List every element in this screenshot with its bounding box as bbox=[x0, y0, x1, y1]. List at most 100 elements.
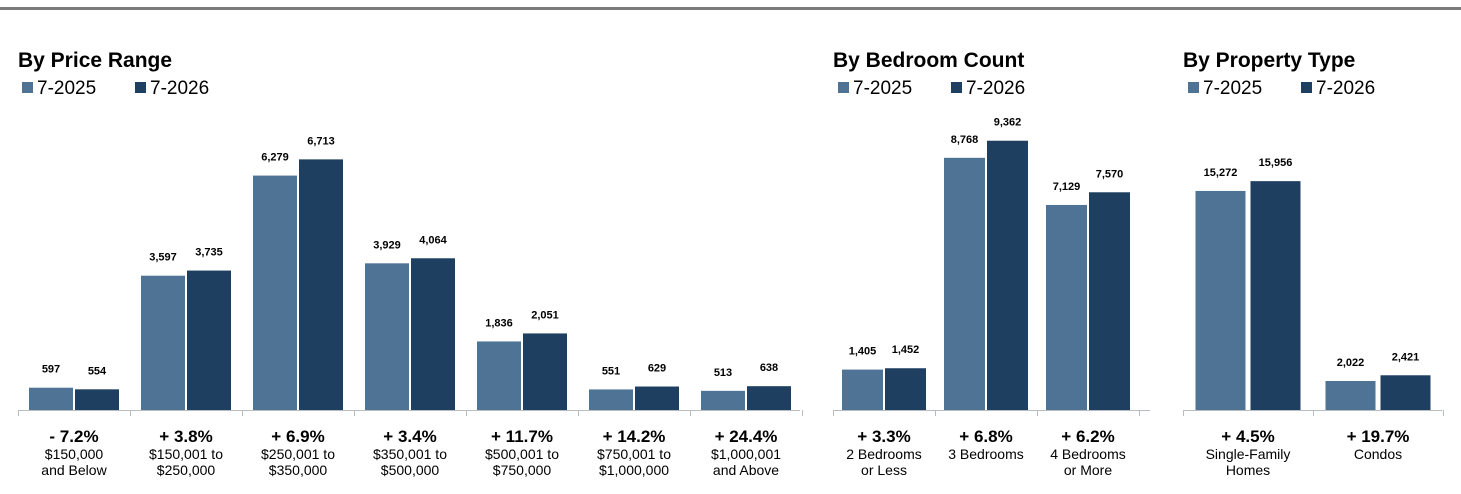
bar-7-2025-5 bbox=[477, 341, 521, 410]
chart-panel-2: By Bedroom Count 7-2025 7-2026 1,405 1,452 + … bbox=[833, 49, 1150, 478]
legend-label-7-2025: 7-2025 bbox=[1203, 78, 1262, 99]
category-label-line1: 4 Bedrooms bbox=[1050, 446, 1125, 462]
legend-label-7-2025: 7-2025 bbox=[853, 78, 912, 99]
bar-7-2025-2 bbox=[944, 157, 985, 410]
legend-swatch-7-2026 bbox=[1301, 82, 1312, 93]
bar-7-2026-3 bbox=[299, 159, 343, 410]
bar-7-2026-1 bbox=[1250, 181, 1301, 410]
data-label-7-2025-1: 1,405 bbox=[849, 346, 877, 358]
data-label-7-2026-1: 1,452 bbox=[892, 344, 920, 356]
bar-7-2025-1 bbox=[29, 387, 73, 410]
data-label-7-2026-2: 3,735 bbox=[195, 247, 223, 259]
percent-change-label: + 14.2% bbox=[603, 427, 666, 446]
data-label-7-2026-6: 629 bbox=[648, 363, 666, 375]
data-label-7-2025-6: 551 bbox=[602, 365, 620, 377]
data-label-7-2025-3: 6,279 bbox=[261, 152, 289, 164]
bar-7-2025-2 bbox=[141, 275, 185, 410]
chart-title: By Bedroom Count bbox=[833, 49, 1024, 72]
percent-change-label: - 7.2% bbox=[49, 427, 98, 446]
percent-change-label: + 3.4% bbox=[383, 427, 436, 446]
percent-change-label: + 6.2% bbox=[1061, 427, 1114, 446]
bar-7-2026-2 bbox=[187, 270, 231, 410]
legend-label-7-2026: 7-2026 bbox=[966, 78, 1025, 99]
bar-7-2026-7 bbox=[747, 386, 791, 410]
data-label-7-2025-2: 2,022 bbox=[1337, 357, 1365, 369]
category-label-line2: $1,000,000 bbox=[599, 462, 669, 478]
data-label-7-2026-1: 15,956 bbox=[1259, 157, 1293, 169]
category-label-line1: $150,001 to bbox=[149, 446, 223, 462]
percent-change-label: + 3.3% bbox=[857, 427, 910, 446]
category-label-line1: $750,001 to bbox=[597, 446, 671, 462]
data-label-7-2026-1: 554 bbox=[88, 365, 107, 377]
bar-7-2026-2 bbox=[987, 140, 1028, 410]
data-label-7-2026-5: 2,051 bbox=[531, 309, 559, 321]
data-label-7-2025-5: 1,836 bbox=[485, 317, 513, 329]
bar-7-2025-3 bbox=[253, 175, 297, 410]
category-label-line2: $500,000 bbox=[381, 462, 440, 478]
bar-7-2025-4 bbox=[365, 263, 409, 410]
chart-panel-3: By Property Type 7-2025 7-2026 15,272 15,956… bbox=[1183, 49, 1444, 478]
data-label-7-2026-2: 2,421 bbox=[1392, 351, 1420, 363]
category-label-line2: or More bbox=[1064, 462, 1112, 478]
bar-7-2026-2 bbox=[1380, 375, 1431, 410]
percent-change-label: + 6.9% bbox=[271, 427, 324, 446]
top-divider-rule bbox=[0, 7, 1461, 10]
category-label-line2: $350,000 bbox=[269, 462, 328, 478]
category-label-line1: $500,001 to bbox=[485, 446, 559, 462]
category-label-line1: Single-Family bbox=[1206, 446, 1291, 462]
data-label-7-2026-3: 6,713 bbox=[307, 135, 335, 147]
bar-7-2025-2 bbox=[1325, 380, 1376, 410]
category-label-line1: $150,000 bbox=[45, 446, 104, 462]
percent-change-label: + 6.8% bbox=[959, 427, 1012, 446]
percent-change-label: + 24.4% bbox=[715, 427, 778, 446]
data-label-7-2026-4: 4,064 bbox=[419, 234, 447, 246]
chart-title: By Price Range bbox=[18, 49, 172, 72]
bar-7-2025-3 bbox=[1046, 204, 1087, 410]
bar-7-2026-3 bbox=[1089, 192, 1130, 410]
percent-change-label: + 4.5% bbox=[1221, 427, 1274, 446]
data-label-7-2025-1: 15,272 bbox=[1204, 167, 1238, 179]
category-label-line2: or Less bbox=[861, 462, 907, 478]
category-label-line2: $750,000 bbox=[493, 462, 552, 478]
legend-swatch-7-2026 bbox=[951, 82, 962, 93]
bar-7-2026-5 bbox=[523, 333, 567, 410]
chart-title: By Property Type bbox=[1183, 49, 1355, 72]
bar-7-2026-1 bbox=[75, 389, 119, 410]
legend-label-7-2026: 7-2026 bbox=[1316, 78, 1375, 99]
legend-swatch-7-2026 bbox=[135, 82, 146, 93]
category-label-line2: $250,000 bbox=[157, 462, 216, 478]
category-label-line1: $350,001 to bbox=[373, 446, 447, 462]
legend-swatch-7-2025 bbox=[1188, 82, 1199, 93]
category-label-line1: $250,001 to bbox=[261, 446, 335, 462]
percent-change-label: + 11.7% bbox=[491, 427, 553, 446]
legend-label-7-2026: 7-2026 bbox=[150, 78, 209, 99]
bar-7-2025-7 bbox=[701, 390, 745, 410]
legend-swatch-7-2025 bbox=[838, 82, 849, 93]
data-label-7-2025-2: 8,768 bbox=[951, 134, 979, 146]
category-label-line2: Homes bbox=[1226, 462, 1270, 478]
legend-swatch-7-2025 bbox=[22, 82, 33, 93]
percent-change-label: + 3.8% bbox=[159, 427, 212, 446]
bar-7-2025-6 bbox=[589, 389, 633, 410]
percent-change-label: + 19.7% bbox=[1347, 427, 1410, 446]
data-label-7-2025-7: 513 bbox=[714, 367, 732, 379]
category-label-line1: $1,000,001 bbox=[711, 446, 781, 462]
category-label-line2: and Above bbox=[713, 462, 779, 478]
bar-7-2025-1 bbox=[842, 369, 883, 410]
data-label-7-2025-2: 3,597 bbox=[149, 252, 177, 264]
data-label-7-2025-3: 7,129 bbox=[1053, 181, 1081, 193]
data-label-7-2025-1: 597 bbox=[42, 364, 60, 376]
data-label-7-2025-4: 3,929 bbox=[373, 239, 401, 251]
bar-7-2026-6 bbox=[635, 386, 679, 410]
bar-7-2025-1 bbox=[1195, 190, 1246, 410]
data-label-7-2026-3: 7,570 bbox=[1096, 168, 1124, 180]
data-label-7-2026-7: 638 bbox=[760, 362, 778, 374]
data-label-7-2026-2: 9,362 bbox=[994, 117, 1022, 129]
category-label-line2: and Below bbox=[41, 462, 107, 478]
bar-7-2026-1 bbox=[885, 368, 926, 410]
bar-7-2026-4 bbox=[411, 258, 455, 410]
legend-label-7-2025: 7-2025 bbox=[37, 78, 96, 99]
category-label-line1: 2 Bedrooms bbox=[846, 446, 921, 462]
